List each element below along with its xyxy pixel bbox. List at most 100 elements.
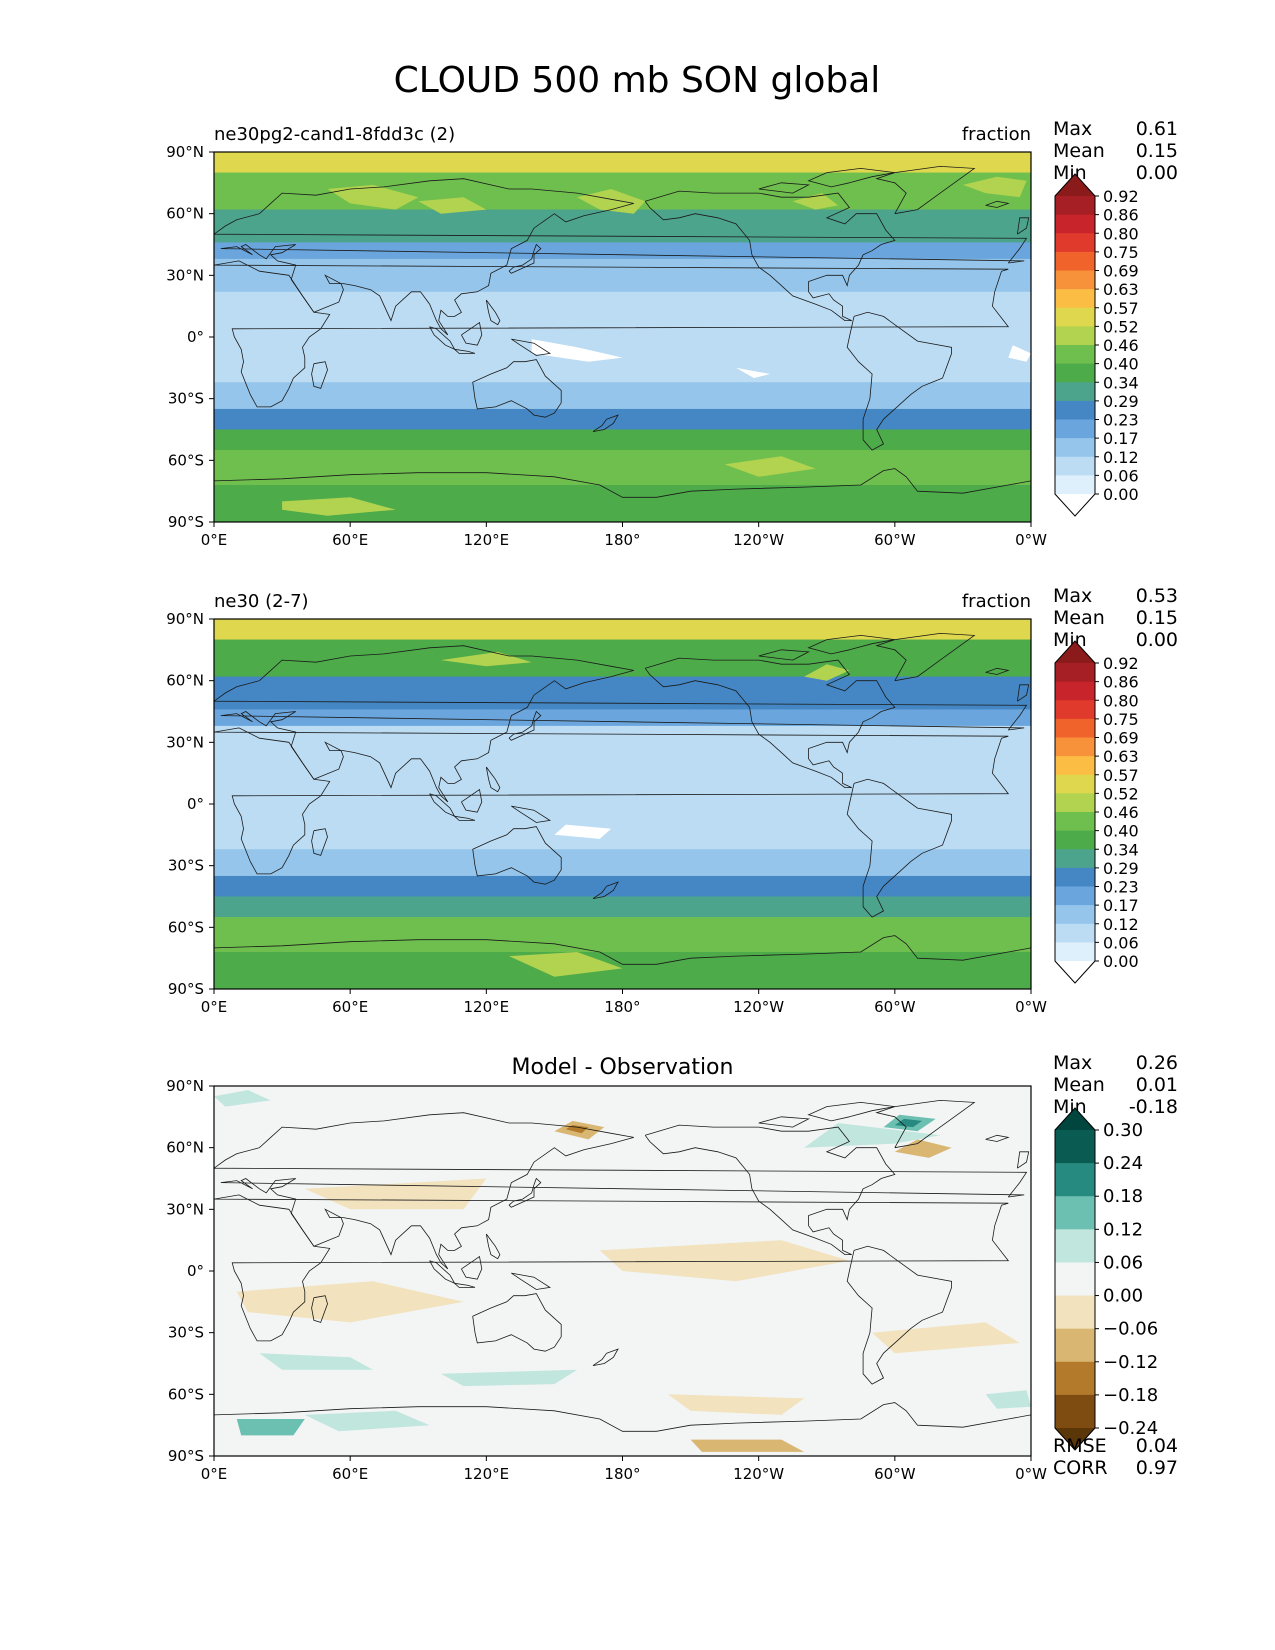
coastlines — [214, 165, 1031, 498]
panels: ne30pg2-cand1-8fdd3c (2) fraction 0°E 60°E 1… — [166, 118, 1178, 1483]
coastline — [214, 178, 1028, 336]
stat-label-max: Max — [1053, 1052, 1092, 1074]
y-tick-label: 90°S — [168, 513, 204, 531]
colorbar-segment — [1055, 214, 1095, 234]
x-tick-label: 0°E — [201, 1465, 228, 1483]
field-band — [214, 291, 1031, 317]
y-tick-label: 60°N — [166, 1139, 204, 1157]
stat-label-mean: Mean — [1053, 607, 1105, 629]
stat-value-mean: 0.15 — [1136, 140, 1178, 162]
panel-left-title: ne30 (2-7) — [214, 591, 309, 612]
coastline — [846, 1245, 952, 1385]
colorbar-label: 0.80 — [1103, 224, 1139, 243]
colorbar-label: 0.57 — [1103, 299, 1139, 318]
colorbar-segment — [1055, 700, 1095, 720]
coastline — [214, 260, 1010, 408]
colorbar-extend-max — [1055, 1108, 1095, 1130]
coastline — [461, 321, 483, 346]
coastline — [1017, 684, 1030, 702]
panel-left-title: ne30pg2-cand1-8fdd3c (2) — [214, 124, 455, 145]
y-tick-label: 60°S — [168, 1385, 204, 1403]
field-patch — [894, 1139, 952, 1158]
field-blob — [282, 497, 396, 516]
colorbar-segment — [1055, 196, 1095, 216]
footer-stat-value-corr: 0.97 — [1136, 1457, 1178, 1479]
x-tick-label: 60°E — [332, 998, 368, 1016]
coastline — [472, 359, 562, 418]
field-blob — [440, 651, 532, 667]
field-blob — [724, 456, 816, 477]
coastline — [846, 311, 952, 451]
colorbar-segment — [1055, 456, 1095, 476]
colorbar-label: −0.06 — [1103, 1319, 1158, 1340]
field-patch — [565, 1125, 589, 1134]
y-tick-label: 30°N — [166, 733, 204, 751]
colorbar-label: 0.52 — [1103, 784, 1139, 803]
coastline — [508, 243, 542, 274]
colorbar-label: 0.40 — [1103, 822, 1139, 841]
field-clear — [736, 367, 770, 379]
colorbar-label: 0.06 — [1103, 1252, 1143, 1273]
colorbar-segment — [1055, 1262, 1095, 1296]
coastline — [485, 766, 501, 793]
colorbar-extend-min — [1055, 494, 1095, 516]
field-blob — [962, 176, 1027, 198]
coastline — [644, 1124, 896, 1255]
coastline — [214, 935, 1031, 965]
coastline — [511, 805, 552, 823]
coastline — [592, 881, 619, 899]
colorbar-segment — [1055, 382, 1095, 402]
coastline — [807, 1101, 895, 1122]
y-tick-label: 90°S — [168, 1447, 204, 1465]
x-tick-label: 0°W — [1015, 531, 1047, 549]
colorbar-label: 0.34 — [1103, 373, 1139, 392]
y-tick-label: 60°S — [168, 451, 204, 469]
field-band — [214, 357, 1031, 383]
field-clear — [554, 824, 612, 839]
field-band — [214, 875, 1031, 897]
map-field — [214, 152, 1031, 522]
coastline — [214, 1194, 1010, 1342]
x-tick-label: 60°E — [332, 1465, 368, 1483]
colorbar-label: 0.57 — [1103, 766, 1139, 785]
field-band — [214, 896, 1031, 918]
field-patch — [304, 1410, 430, 1432]
field-patch — [440, 1369, 578, 1387]
x-tick-label: 0°E — [201, 998, 228, 1016]
coastlines — [214, 1099, 1031, 1432]
colorbar-segment — [1055, 830, 1095, 850]
colorbar-label: 0.00 — [1103, 952, 1139, 971]
coastline — [875, 1099, 976, 1149]
colorbar-label: 0.46 — [1103, 803, 1139, 822]
field-band — [214, 849, 1031, 877]
field-band — [214, 316, 1031, 359]
x-tick-label: 120°E — [464, 531, 510, 549]
y-tick-label: 60°N — [166, 672, 204, 690]
colorbar: 0.920.860.800.750.690.630.570.520.460.40… — [1054, 173, 1139, 517]
stat-label-max: Max — [1053, 118, 1092, 140]
colorbar-label: 0.29 — [1103, 392, 1139, 411]
colorbar-segment — [1055, 1361, 1095, 1396]
colorbar-segment — [1055, 1163, 1095, 1197]
colorbar-label: 0.46 — [1103, 336, 1139, 355]
coastline — [485, 1233, 501, 1260]
colorbar-extend-min — [1055, 1428, 1095, 1450]
field-patch — [214, 1090, 271, 1107]
colorbar-label: 0.17 — [1103, 896, 1139, 915]
colorbar-segment — [1055, 718, 1095, 738]
colorbar-label: 0.92 — [1103, 187, 1139, 206]
colorbar-label: 0.12 — [1103, 915, 1139, 934]
field-band — [214, 408, 1031, 430]
coastline — [214, 468, 1031, 498]
coastline — [985, 1134, 1010, 1142]
x-tick-label: 60°W — [874, 1465, 916, 1483]
y-tick-label: 0° — [187, 1262, 204, 1280]
colorbar-label: 0.12 — [1103, 1219, 1143, 1240]
colorbar-segment — [1055, 867, 1095, 887]
field-patch — [667, 1394, 805, 1415]
coastline — [214, 727, 1010, 875]
x-tick-label: 0°E — [201, 531, 228, 549]
colorbar-label: 0.30 — [1103, 1120, 1143, 1141]
field-patch — [894, 1118, 923, 1128]
colorbar-label: 0.23 — [1103, 411, 1139, 430]
